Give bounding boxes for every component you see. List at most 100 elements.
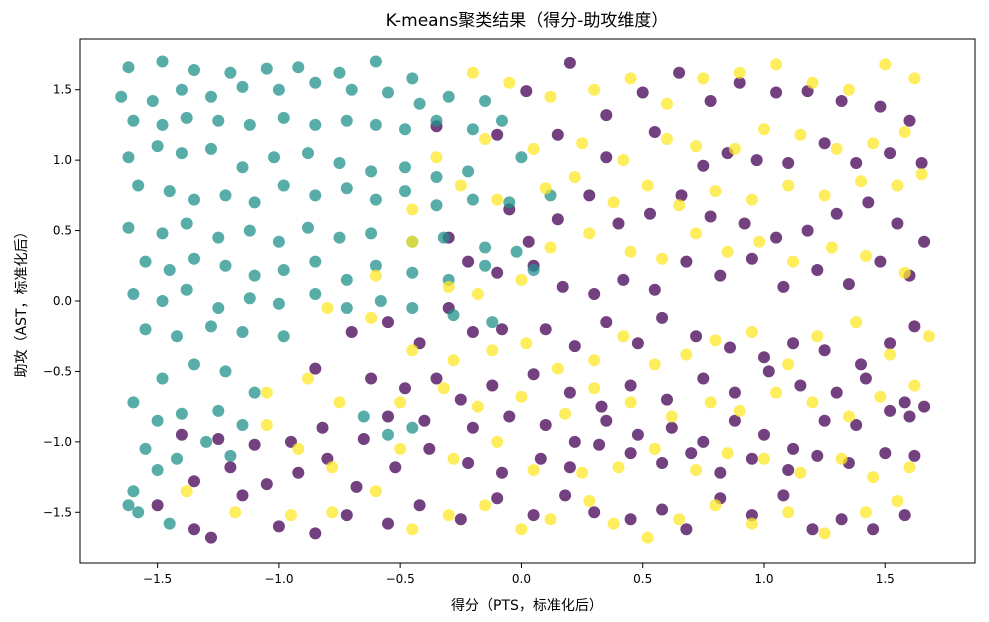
cluster-0-point — [806, 523, 819, 536]
cluster-2-point — [891, 495, 904, 507]
cluster-0-point — [673, 66, 686, 79]
cluster-2-point — [527, 142, 540, 155]
cluster-1-point — [236, 419, 249, 431]
cluster-2-point — [624, 245, 637, 258]
cluster-1-point — [357, 410, 370, 423]
cluster-2-point — [641, 531, 654, 544]
y-tick-label: 0.5 — [53, 224, 72, 238]
cluster-1-point — [369, 118, 382, 131]
cluster-1-point — [171, 452, 183, 465]
cluster-0-point — [624, 379, 637, 392]
cluster-1-point — [277, 111, 290, 124]
cluster-2-point — [690, 464, 703, 476]
cluster-0-point — [665, 421, 678, 434]
cluster-1-point — [382, 86, 394, 99]
cluster-1-point — [212, 114, 225, 127]
cluster-1-point — [243, 292, 256, 305]
cluster-0-point — [382, 316, 394, 329]
cluster-1-point — [243, 224, 256, 237]
y-tick-label: 1.0 — [53, 153, 72, 167]
cluster-1-point — [302, 147, 314, 160]
cluster-0-point — [762, 365, 775, 378]
cluster-1-point — [219, 365, 232, 378]
cluster-1-point — [248, 386, 261, 399]
cluster-0-point — [818, 414, 831, 427]
cluster-1-point — [503, 196, 516, 209]
cluster-2-point — [260, 419, 273, 431]
cluster-2-point — [559, 407, 572, 420]
cluster-1-point — [156, 118, 169, 131]
cluster-0-point — [811, 264, 824, 276]
cluster-2-point — [491, 435, 504, 448]
cluster-2-point — [842, 83, 855, 96]
cluster-2-point — [745, 326, 758, 338]
cluster-0-point — [782, 464, 795, 476]
cluster-0-point — [612, 217, 625, 230]
cluster-2-point — [770, 58, 783, 71]
cluster-0-point — [818, 137, 831, 150]
cluster-0-point — [918, 235, 931, 248]
cluster-0-point — [188, 523, 200, 536]
cluster-2-point — [830, 142, 843, 155]
cluster-1-point — [272, 235, 285, 248]
cluster-1-point — [369, 55, 382, 68]
cluster-2-point — [406, 235, 419, 248]
cluster-0-point — [874, 100, 887, 113]
cluster-2-point — [302, 372, 314, 385]
cluster-0-point — [811, 449, 824, 462]
cluster-0-point — [644, 207, 656, 220]
cluster-2-point — [588, 354, 601, 367]
cluster-0-point — [787, 442, 800, 455]
cluster-0-point — [624, 513, 637, 526]
cluster-0-point — [272, 520, 285, 533]
cluster-0-point — [842, 278, 855, 291]
cluster-1-point — [212, 404, 225, 417]
cluster-2-point — [641, 179, 654, 192]
cluster-1-point — [430, 171, 443, 183]
cluster-0-point — [486, 379, 499, 392]
cluster-1-point — [333, 66, 346, 79]
cluster-0-point — [648, 283, 661, 296]
cluster-0-point — [236, 489, 249, 502]
cluster-2-point — [745, 517, 758, 530]
cluster-0-point — [898, 396, 911, 409]
cluster-0-point — [556, 280, 569, 293]
cluster-0-point — [908, 449, 921, 462]
cluster-1-point — [122, 221, 135, 234]
cluster-2-point — [811, 330, 824, 343]
cluster-1-point — [132, 179, 145, 192]
cluster-2-point — [825, 241, 838, 254]
cluster-0-point — [690, 330, 703, 343]
cluster-0-point — [636, 86, 649, 99]
cluster-1-point — [309, 255, 322, 268]
cluster-0-point — [600, 151, 613, 164]
cluster-0-point — [462, 457, 475, 469]
x-axis: −1.5 −1.0 −0.5 0.0 0.5 1.0 1.5 — [143, 563, 895, 586]
cluster-1-point — [302, 221, 314, 234]
cluster-1-point — [139, 323, 152, 336]
cluster-2-point — [661, 133, 673, 145]
cluster-2-point — [855, 175, 867, 188]
cluster-1-point — [345, 83, 358, 96]
x-tick-label: 0.0 — [512, 572, 531, 586]
cluster-2-point — [229, 506, 242, 519]
cluster-0-point — [248, 438, 261, 451]
cluster-1-point — [127, 396, 140, 409]
cluster-2-point — [704, 396, 717, 409]
cluster-0-point — [745, 452, 758, 465]
cluster-1-point — [188, 64, 200, 76]
cluster-2-point — [454, 179, 467, 192]
cluster-1-point — [139, 255, 152, 268]
cluster-2-point — [661, 97, 673, 110]
cluster-1-point — [479, 241, 492, 254]
cluster-2-point — [624, 396, 637, 409]
cluster-1-point — [340, 182, 353, 195]
cluster-1-point — [479, 95, 492, 107]
cluster-1-point — [248, 269, 261, 282]
cluster-0-point — [874, 255, 887, 268]
cluster-1-point — [277, 264, 290, 276]
cluster-0-point — [750, 154, 763, 167]
cluster-1-point — [462, 165, 475, 178]
cluster-2-point — [758, 452, 770, 465]
cluster-1-point — [163, 517, 176, 530]
